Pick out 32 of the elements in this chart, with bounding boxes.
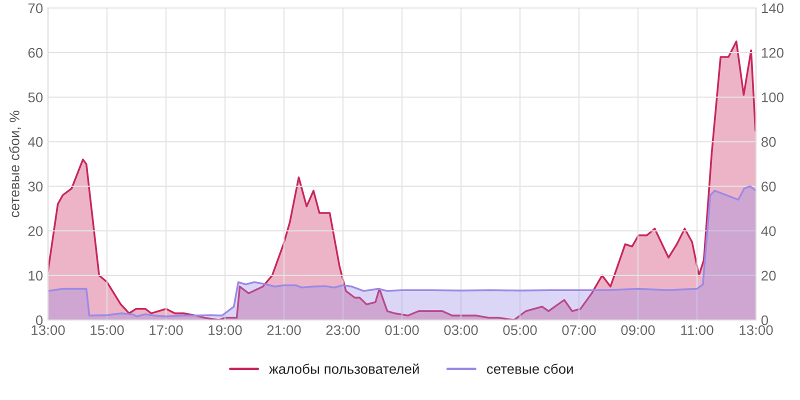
x-tick-label: 07:00 xyxy=(562,325,596,336)
y2-tick-label: 100 xyxy=(762,92,784,102)
x-tick-label: 23:00 xyxy=(326,325,360,336)
y2-tick-label: 60 xyxy=(762,182,776,192)
y2-tick-label: 0 xyxy=(761,315,768,326)
y-tick-label: 50 xyxy=(28,92,43,102)
legend-label: сетевые сбои xyxy=(486,364,573,374)
legend-label: жалобы пользователей xyxy=(269,363,419,374)
x-tick-label: 15:00 xyxy=(90,325,124,336)
y-axis-title: сетевые сбои, % xyxy=(9,110,22,218)
x-tick-label: 11:00 xyxy=(681,325,714,336)
y-tick-label: 30 xyxy=(28,182,43,192)
y-tick-label: 60 xyxy=(28,48,43,58)
x-tick-label: 21:00 xyxy=(267,325,301,336)
x-tick-label: 17:00 xyxy=(150,325,183,336)
y2-tick-label: 40 xyxy=(761,226,776,236)
y-tick-label: 20 xyxy=(28,226,43,236)
y-tick-label: 70 xyxy=(28,3,43,14)
x-tick-label: 03:00 xyxy=(444,325,478,336)
x-tick-label: 09:00 xyxy=(621,325,655,336)
x-tick-label: 01:00 xyxy=(385,325,419,336)
x-tick-label: 19:00 xyxy=(208,325,242,336)
x-tick-label: 05:00 xyxy=(503,325,537,336)
y-tick-label: 10 xyxy=(28,270,43,281)
y-tick-label: 40 xyxy=(28,137,43,147)
y2-tick-label: 140 xyxy=(762,3,784,14)
y2-tick-label: 120 xyxy=(762,48,784,58)
y-tick-label: 0 xyxy=(36,315,43,326)
x-tick-label: 13:00 xyxy=(740,325,773,336)
y2-tick-label: 20 xyxy=(762,270,776,281)
x-tick-label: 13:00 xyxy=(32,325,65,336)
y2-tick-label: 80 xyxy=(761,137,776,147)
